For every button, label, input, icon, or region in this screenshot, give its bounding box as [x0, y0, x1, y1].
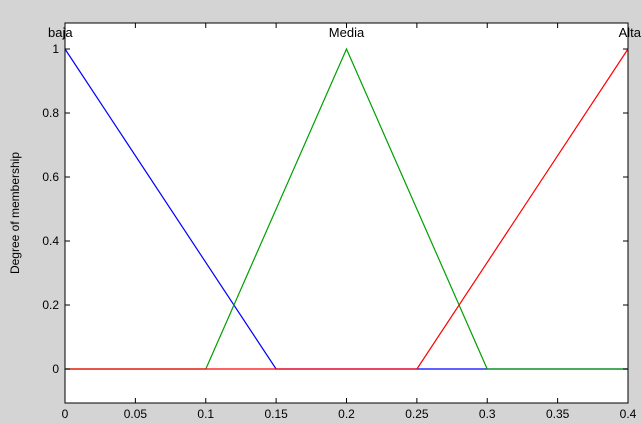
x-tick-label: 0.1: [197, 407, 214, 421]
x-tick-label: 0.4: [620, 407, 637, 421]
plot-area: [64, 22, 629, 404]
y-axis-label: Degree of membership: [8, 152, 22, 274]
y-tick-label: 0.8: [42, 106, 59, 120]
x-tick-label: 0.25: [405, 407, 429, 421]
y-tick-label: 0.2: [42, 298, 59, 312]
y-tick-label: 1: [52, 42, 59, 56]
ticks-layer: 0 0.05 0.1 0.15 0.2 0.25 0.3 0.35 0.4 0 0.2 0.4 0.6 0…: [42, 23, 637, 421]
mf-label-baja: baja: [48, 25, 73, 40]
mf-label-alta: Alta: [619, 25, 641, 40]
x-tick-label: 0.3: [479, 407, 496, 421]
x-tick-label: 0.05: [124, 407, 148, 421]
series-line-alta: [65, 48, 629, 370]
mf-labels-layer: baja Media Alta: [48, 25, 641, 40]
mf-label-media: Media: [329, 25, 365, 40]
y-tick-label: 0.6: [42, 170, 59, 184]
x-tick-label: 0.35: [546, 407, 570, 421]
y-tick-label: 0: [52, 362, 59, 376]
x-tick-label: 0: [62, 407, 69, 421]
y-tick-label: 0.4: [42, 234, 59, 248]
x-tick-label: 0.2: [338, 407, 355, 421]
x-tick-label: 0.15: [264, 407, 288, 421]
series-layer: [64, 47, 629, 370]
